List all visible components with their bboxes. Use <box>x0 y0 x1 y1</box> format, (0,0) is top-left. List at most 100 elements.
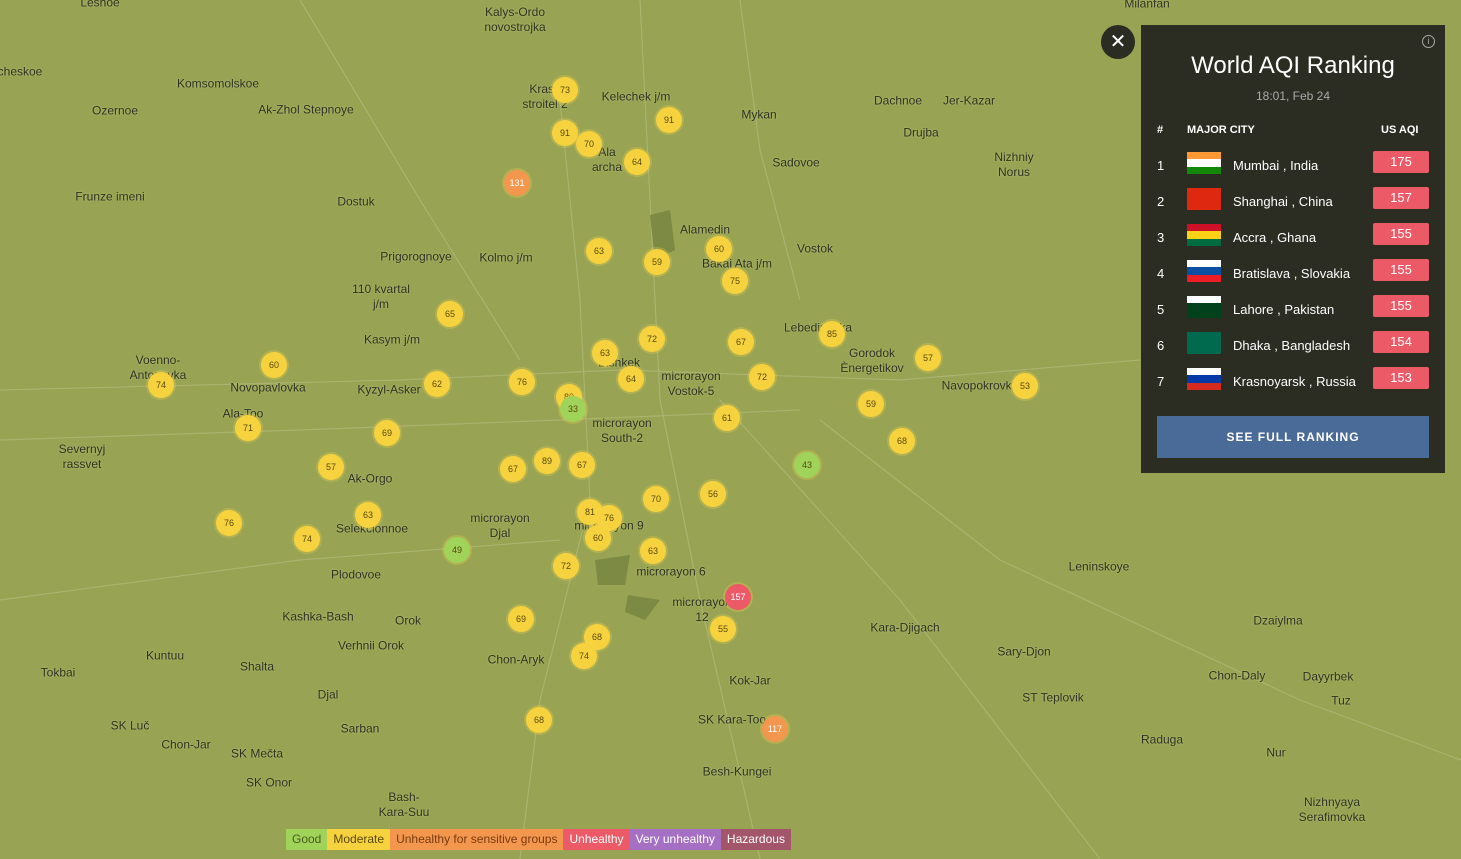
place-label: Ak-Orgo <box>347 471 393 486</box>
aqi-marker[interactable]: 55 <box>710 616 736 642</box>
ranking-row[interactable]: 4 Bratislava , Slovakia 155 <box>1141 255 1445 291</box>
aqi-marker[interactable]: 67 <box>728 329 754 355</box>
aqi-marker[interactable]: 76 <box>509 369 535 395</box>
aqi-marker[interactable]: 70 <box>643 486 669 512</box>
rank: 5 <box>1157 302 1165 317</box>
city-name: Accra , Ghana <box>1233 230 1317 245</box>
aqi-marker[interactable]: 73 <box>552 77 578 103</box>
aqi-marker[interactable]: 74 <box>148 372 174 398</box>
aqi-marker[interactable]: 91 <box>552 120 578 146</box>
place-label: Kuntuu <box>145 648 185 663</box>
aqi-marker[interactable]: 57 <box>915 345 941 371</box>
aqi-marker[interactable]: 65 <box>437 301 463 327</box>
flag <box>1187 332 1221 354</box>
flag-stripe <box>1187 382 1221 390</box>
aqi-marker[interactable]: 72 <box>639 326 665 352</box>
flag-stripe <box>1187 368 1221 376</box>
flag-stripe <box>1187 188 1221 196</box>
flag-stripe <box>1187 310 1221 318</box>
aqi-marker[interactable]: 70 <box>576 131 602 157</box>
flag-stripe <box>1187 375 1221 383</box>
aqi-marker[interactable]: 75 <box>722 268 748 294</box>
place-label: Kolmo j/m <box>479 250 533 265</box>
city-name: Lahore , Pakistan <box>1233 302 1335 317</box>
place-label: SK Onor <box>245 775 293 790</box>
aqi-marker[interactable]: 60 <box>261 352 287 378</box>
aqi-marker[interactable]: 74 <box>571 643 597 669</box>
aqi-marker[interactable]: 43 <box>794 452 820 478</box>
aqi-badge: 155 <box>1373 223 1429 245</box>
legend: Good Moderate Unhealthy for sensitive grou… <box>286 829 791 850</box>
place-label: Chon-Aryk <box>487 652 545 667</box>
aqi-marker[interactable]: 157 <box>725 584 751 610</box>
aqi-marker[interactable]: 72 <box>553 553 579 579</box>
aqi-marker[interactable]: 76 <box>216 510 242 536</box>
ranking-row[interactable]: 3 Accra , Ghana 155 <box>1141 219 1445 255</box>
city-name: Mumbai , India <box>1233 158 1319 173</box>
city-name: Shanghai , China <box>1233 194 1333 209</box>
flag-stripe <box>1187 159 1221 167</box>
ranking-row[interactable]: 7 Krasnoyarsk , Russia 153 <box>1141 363 1445 399</box>
aqi-marker[interactable]: 56 <box>700 481 726 507</box>
aqi-marker[interactable]: 64 <box>618 366 644 392</box>
ranking-row[interactable]: 5 Lahore , Pakistan 155 <box>1141 291 1445 327</box>
place-label: Komsomolskoe <box>176 76 260 91</box>
aqi-marker[interactable]: 67 <box>500 456 526 482</box>
aqi-marker[interactable]: 68 <box>889 428 915 454</box>
aqi-marker[interactable]: 89 <box>534 448 560 474</box>
flag-stripe <box>1187 238 1221 246</box>
place-label: Leninskoye <box>1068 559 1130 574</box>
aqi-marker[interactable]: 59 <box>644 249 670 275</box>
flag-stripe <box>1187 296 1221 304</box>
close-button[interactable]: ✕ <box>1101 25 1135 59</box>
full-ranking-button[interactable]: SEE FULL RANKING <box>1157 416 1429 458</box>
aqi-marker[interactable]: 131 <box>504 170 530 196</box>
aqi-marker[interactable]: 53 <box>1012 373 1038 399</box>
aqi-marker[interactable]: 91 <box>656 107 682 133</box>
aqi-marker[interactable]: 63 <box>586 238 612 264</box>
place-label: Ak-Zhol Stepnoye <box>258 102 354 117</box>
aqi-marker[interactable]: 67 <box>569 452 595 478</box>
aqi-marker[interactable]: 60 <box>585 525 611 551</box>
aqi-marker[interactable]: 69 <box>374 420 400 446</box>
aqi-badge: 153 <box>1373 367 1429 389</box>
place-label: 110 kvartal j/m <box>352 282 410 311</box>
aqi-marker[interactable]: 68 <box>526 707 552 733</box>
city-name: Dhaka , Bangladesh <box>1233 338 1351 353</box>
aqi-marker[interactable]: 72 <box>749 364 775 390</box>
ranking-row[interactable]: 1 Mumbai , India 175 <box>1141 147 1445 183</box>
info-icon[interactable]: i <box>1422 35 1435 48</box>
aqi-marker[interactable]: 61 <box>714 405 740 431</box>
rank: 2 <box>1157 194 1165 209</box>
rank: 4 <box>1157 266 1165 281</box>
place-label: Kasym j/m <box>363 332 421 347</box>
aqi-marker[interactable]: 49 <box>444 537 470 563</box>
aqi-marker[interactable]: 63 <box>640 538 666 564</box>
aqi-marker[interactable]: 74 <box>294 526 320 552</box>
flag <box>1187 296 1221 318</box>
aqi-marker[interactable]: 60 <box>706 236 732 262</box>
place-label: Frunze imeni <box>75 189 145 204</box>
panel-time: 18:01, Feb 24 <box>1255 89 1331 103</box>
aqi-marker[interactable]: 63 <box>355 502 381 528</box>
flag <box>1187 224 1221 246</box>
aqi-marker[interactable]: 33 <box>560 396 586 422</box>
place-label: Dostuk <box>337 194 375 209</box>
aqi-marker[interactable]: 71 <box>235 415 261 441</box>
place-label: Alamedin <box>679 222 731 237</box>
place-label: Milanfan <box>1124 0 1170 11</box>
aqi-marker[interactable]: 85 <box>819 321 845 347</box>
ranking-row[interactable]: 2 Shanghai , China 157 <box>1141 183 1445 219</box>
aqi-marker[interactable]: 63 <box>592 340 618 366</box>
aqi-marker[interactable]: 62 <box>424 371 450 397</box>
flag-stripe <box>1187 195 1221 203</box>
aqi-marker[interactable]: 117 <box>762 716 788 742</box>
aqi-marker[interactable]: 69 <box>508 606 534 632</box>
aqi-marker[interactable]: 64 <box>624 149 650 175</box>
ranking-row[interactable]: 6 Dhaka , Bangladesh 154 <box>1141 327 1445 363</box>
city-name: Bratislava , Slovakia <box>1233 266 1351 281</box>
aqi-marker[interactable]: 57 <box>318 454 344 480</box>
aqi-marker[interactable]: 59 <box>858 391 884 417</box>
place-label: Tokbai <box>40 665 76 680</box>
